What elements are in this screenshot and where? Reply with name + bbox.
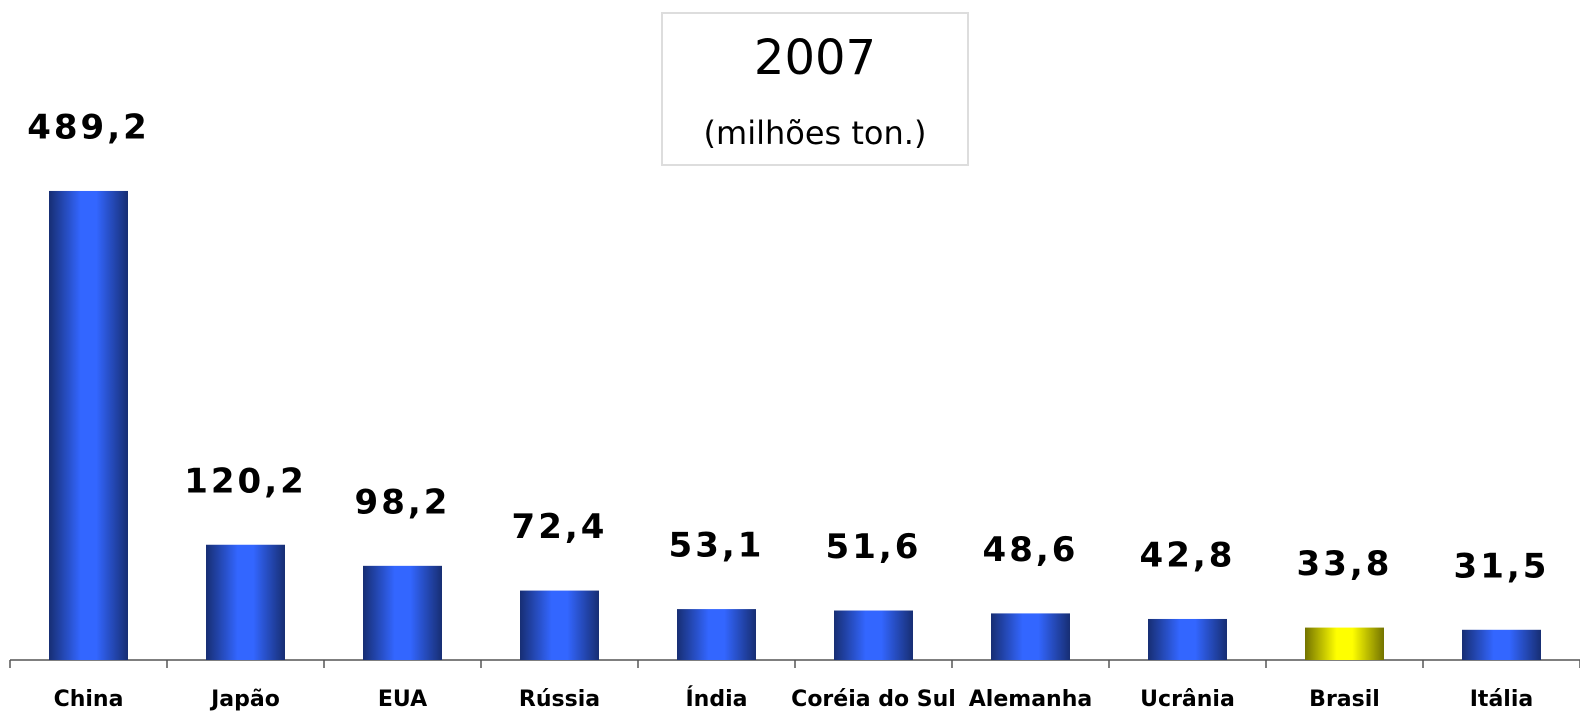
bar (834, 610, 913, 660)
value-label: 42,8 (1140, 535, 1236, 575)
value-label: 98,2 (355, 482, 451, 522)
chart-subtitle: (milhões ton.) (704, 114, 927, 152)
bar (206, 544, 285, 660)
bar (677, 609, 756, 660)
title-box (661, 12, 969, 166)
x-tick-label: EUA (378, 687, 427, 712)
x-tick-label: Itália (1470, 687, 1533, 712)
x-tick-label: Rússia (519, 687, 600, 712)
bar (1305, 627, 1384, 660)
value-label: 31,5 (1454, 546, 1550, 586)
bar (1462, 629, 1541, 660)
value-label: 72,4 (512, 507, 608, 547)
value-label: 53,1 (669, 526, 765, 566)
bar (520, 590, 599, 660)
value-label: 33,8 (1297, 544, 1393, 584)
chart-title: 2007 (754, 30, 876, 86)
x-tick-label: Brasil (1309, 687, 1380, 712)
value-label: 51,6 (826, 527, 922, 567)
x-tick-label: Japão (209, 687, 280, 712)
bar (1148, 618, 1227, 660)
x-tick-label: China (54, 687, 124, 712)
x-tick-label: Índia (686, 686, 748, 712)
value-label: 489,2 (27, 107, 150, 147)
x-tick-label: Alemanha (969, 687, 1092, 712)
bar (991, 613, 1070, 660)
x-tick-label: Ucrânia (1140, 687, 1235, 712)
value-label: 120,2 (184, 461, 307, 501)
value-label: 48,6 (983, 530, 1079, 570)
x-tick-label: Coréia do Sul (791, 687, 956, 712)
bar (363, 565, 442, 660)
bar (49, 190, 128, 660)
